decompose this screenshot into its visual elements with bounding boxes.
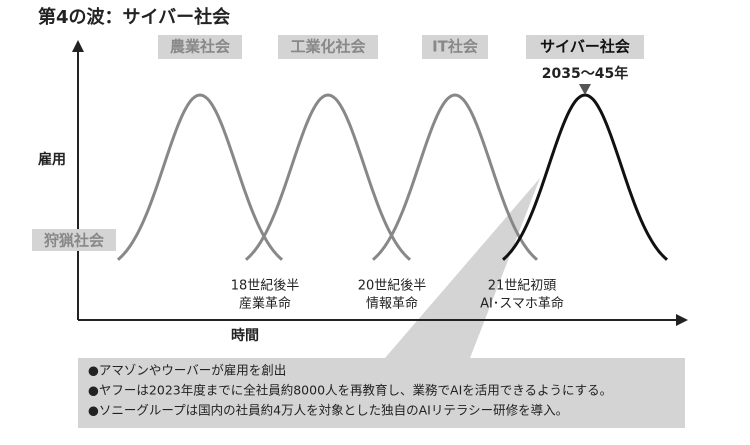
revolution-name: 情報革命 bbox=[366, 296, 418, 312]
callout-pointer bbox=[385, 178, 540, 358]
note: ●ヤフーは2023年度までに全社員約8000人を再教育し、業務でAIを活用できる… bbox=[88, 383, 612, 398]
y-axis-label: 雇用 bbox=[38, 151, 66, 168]
era-label-bg bbox=[278, 35, 378, 59]
era-label: サイバー社会 bbox=[540, 38, 630, 56]
era-label-bg bbox=[526, 35, 644, 59]
era-label-bg bbox=[422, 35, 488, 59]
peak-label: 2035〜45年 bbox=[542, 65, 628, 82]
era-label: 農業社会 bbox=[170, 38, 230, 56]
x-axis-arrow bbox=[676, 314, 688, 326]
revolution-name: 産業革命 bbox=[239, 296, 291, 312]
y-axis-arrow bbox=[72, 40, 84, 52]
peak-marker bbox=[579, 84, 591, 95]
wave-curve bbox=[371, 93, 539, 261]
base-label-bg bbox=[32, 229, 116, 251]
revolution-name: AI･スマホ革命 bbox=[480, 296, 564, 312]
base-label: 狩猟社会 bbox=[44, 232, 104, 250]
wave-curve bbox=[244, 93, 412, 261]
callout-box bbox=[78, 358, 685, 428]
era-label: 工業化社会 bbox=[290, 38, 365, 56]
title: 第4の波：サイバー社会 bbox=[38, 6, 230, 28]
x-axis-label: 時間 bbox=[231, 327, 259, 344]
era-label-bg bbox=[158, 35, 242, 59]
revolution-period: 21世紀初頭 bbox=[488, 279, 557, 294]
wave-curve bbox=[116, 93, 284, 261]
note: ●ソニーグループは国内の社員約4万人を対象とした独自のAIリテラシー研修を導入。 bbox=[88, 403, 568, 418]
era-label: IT社会 bbox=[432, 38, 478, 56]
revolution-period: 18世紀後半 bbox=[231, 279, 300, 294]
revolution-period: 20世紀後半 bbox=[358, 279, 427, 294]
note: ●アマゾンやウーバーが雇用を創出 bbox=[88, 363, 286, 378]
wave-curve bbox=[501, 93, 669, 261]
